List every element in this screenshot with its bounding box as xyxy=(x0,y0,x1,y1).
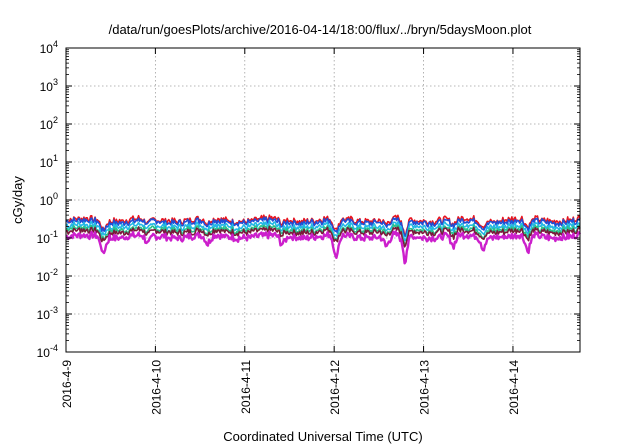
y-axis-label: cGy/day xyxy=(10,176,25,224)
x-axis-label: Coordinated Universal Time (UTC) xyxy=(223,429,422,444)
ticks: 10-4 10-3 10-2 10-1 100 101 102 103 104 2016-4-9 2… xyxy=(37,39,580,415)
grid xyxy=(66,48,580,352)
y-tick-label: 100 xyxy=(40,191,58,208)
series-layer xyxy=(65,214,582,265)
x-tick-label: 2016-4-10 xyxy=(149,360,163,415)
y-tick-label: 102 xyxy=(40,115,58,132)
series-line-5 xyxy=(65,225,581,248)
x-tick-label: 2016-4-13 xyxy=(418,360,432,415)
x-tick-label: 2016-4-11 xyxy=(239,360,253,414)
y-tick-label: 10-4 xyxy=(37,343,58,360)
series-line-2 xyxy=(65,216,581,238)
y-tick-label: 101 xyxy=(40,153,58,170)
series-line-6 xyxy=(65,230,582,265)
chart-title: /data/run/goesPlots/archive/2016-04-14/1… xyxy=(108,22,532,37)
x-tick-label: 2016-4-9 xyxy=(60,360,74,408)
y-tick-label: 10-2 xyxy=(37,267,58,284)
y-tick-label: 10-1 xyxy=(37,229,58,246)
y-tick-label: 103 xyxy=(40,77,58,94)
x-tick-label: 2016-4-14 xyxy=(507,360,521,415)
y-tick-label: 104 xyxy=(40,39,58,56)
x-tick-label: 2016-4-12 xyxy=(328,360,342,415)
series-line-3 xyxy=(65,219,581,242)
y-tick-label: 10-3 xyxy=(37,305,58,322)
